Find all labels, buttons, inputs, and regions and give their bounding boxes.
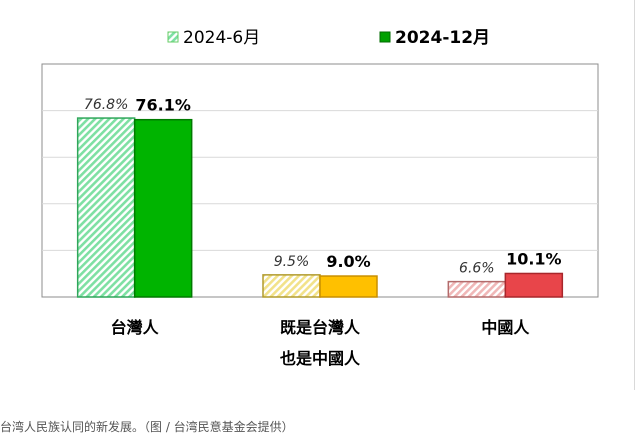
data-label-dec-0: 76.1%	[135, 96, 191, 115]
image-caption: 台湾人民族认同的新发展。（图 / 台湾民意基金会提供）	[0, 420, 294, 434]
data-label-jun-2: 6.6%	[459, 261, 495, 277]
category-label-0: 台灣人	[111, 318, 160, 337]
bar-jun-1	[262, 274, 321, 298]
bar-jun-0	[76, 117, 136, 298]
chart-figure: 76.8% 76.1% 台灣人 9.5% 9.0% 既是台灣人也是中國人 6.6% 10.1%…	[41, 0, 635, 390]
legend-dec-label: 2024-12月	[395, 28, 490, 48]
bar-dec-2	[504, 272, 564, 298]
legend-jun-label: 2024-6月	[183, 28, 260, 48]
data-label-jun-1: 9.5%	[274, 254, 310, 270]
legend-dec-swatch	[379, 31, 391, 43]
category-label-1-line1: 也是中國人	[280, 349, 361, 368]
legend-jun-swatch	[167, 31, 179, 43]
data-label-jun-0: 76.8%	[84, 97, 128, 113]
data-label-dec-1: 9.0%	[326, 252, 370, 271]
category-label-1-line0: 既是台灣人	[280, 318, 361, 337]
category-label-2: 中國人	[481, 318, 530, 337]
data-label-dec-2: 10.1%	[506, 249, 562, 268]
bar-dec-0	[133, 118, 193, 298]
bar-jun-2	[447, 280, 507, 298]
bar-dec-1	[319, 275, 378, 298]
